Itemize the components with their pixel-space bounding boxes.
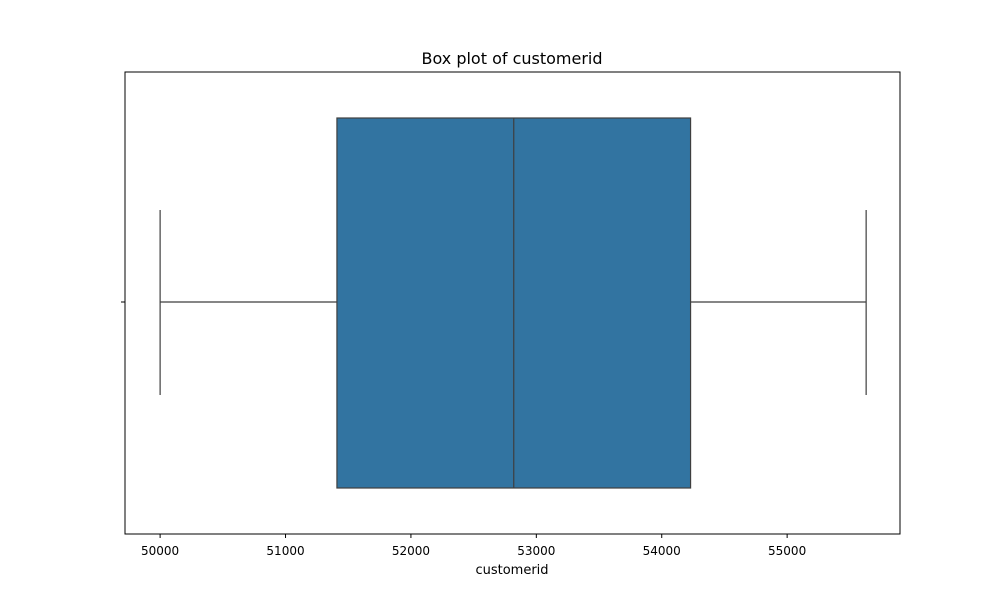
- x-axis-label: customerid: [475, 563, 548, 578]
- x-tick-label: 54000: [643, 544, 681, 558]
- x-tick-label: 53000: [517, 544, 555, 558]
- axes-frame: [124, 71, 901, 535]
- x-axis-ticks: 50000 51000 52000 53000 54000 55000: [141, 534, 806, 558]
- x-tick-label: 50000: [141, 544, 179, 558]
- x-tick-label: 55000: [768, 544, 806, 558]
- plot-area: [159, 117, 867, 489]
- chart-title: Box plot of customerid: [421, 49, 602, 68]
- x-tick-label: 51000: [266, 544, 304, 558]
- x-tick-label: 52000: [392, 544, 430, 558]
